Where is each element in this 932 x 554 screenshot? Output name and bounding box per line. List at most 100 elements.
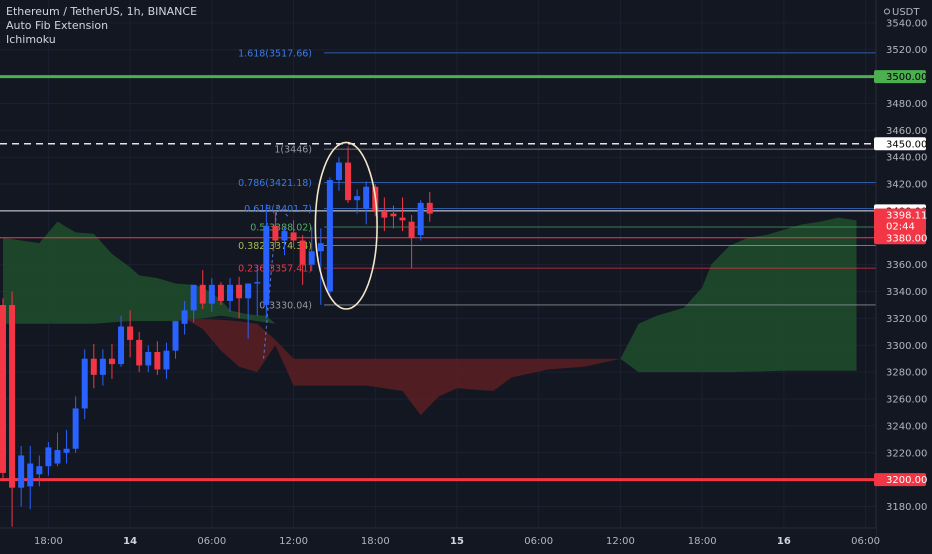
candle-body [108,358,115,365]
candle [199,270,206,310]
candle-body [136,339,143,366]
highlight-ellipse [314,141,378,310]
time-tick-label: 15 [450,536,464,547]
level-tag-text: 3200.00 [886,475,927,486]
candle-body [163,350,170,370]
ichimoku-cloud-bearish [184,318,621,416]
candle [308,227,315,272]
time-tick-label: 12:00 [606,536,635,547]
price-tick-label: 3520.00 [886,45,927,56]
time-tick-label: 18:00 [34,536,63,547]
candle [272,212,279,248]
price-tick-label: 3260.00 [886,395,927,406]
candle [399,197,406,232]
price-tick-label: 3440.00 [886,153,927,164]
candle-body [326,180,333,292]
price-tick-label: 3180.00 [886,502,927,513]
fib-level-label: 1.618(3517.66) [238,48,312,59]
candle-body [63,448,70,453]
candle [390,205,397,229]
candle-body [272,225,279,241]
candle [263,204,270,319]
candle [0,298,6,480]
candle-body [381,210,388,218]
candle-body [345,162,352,201]
candle [254,264,261,316]
price-tick-label: 3220.00 [886,448,927,459]
indicator-auto-fib[interactable]: Auto Fib Extension [6,19,109,32]
candles [0,146,433,527]
candle-body [363,186,370,209]
ichimoku-cloud-bullish [3,221,276,324]
candle-body [45,447,52,467]
candle-body [399,217,406,221]
candle-body [335,162,342,181]
candle-body [9,304,16,488]
candle-body [426,202,433,214]
candle [281,227,288,256]
bell-icon [884,8,890,15]
time-tick-label: 18:00 [688,536,717,547]
time-tick-label: 06:00 [197,536,226,547]
candle [27,446,34,510]
candle-body [308,251,315,265]
fib-level-label: 0(3330.04) [259,300,312,311]
level-tag-text: 3500.00 [886,72,927,83]
candle [236,276,243,319]
candle-body [417,202,424,236]
candle-body [181,310,188,324]
candle [217,282,224,305]
time-tick-label: 06:00 [851,536,880,547]
candle [108,343,115,379]
price-tick-label: 3360.00 [886,260,927,271]
candle [181,300,188,335]
candle [99,349,106,386]
candle-body [81,358,88,409]
price-tick-label: 3320.00 [886,314,927,325]
candle-body [245,283,252,299]
candle [154,341,161,375]
candle-body [145,352,152,366]
time-axis [0,528,876,550]
candle-body [172,321,179,351]
candle-body [290,232,297,241]
time-tick-label: 12:00 [279,536,308,547]
price-tick-label: 3280.00 [886,368,927,379]
candle [54,432,61,467]
candle [9,291,16,527]
level-tag [874,231,926,245]
candle-body [18,455,25,488]
price-tick-label: 3240.00 [886,421,927,432]
candle-body [208,284,215,304]
candle [118,315,125,367]
indicator-ichimoku[interactable]: Ichimoku [6,33,56,46]
candle [381,197,388,232]
price-axis [876,0,932,550]
chart-legend: Ethereum / TetherUS, 1h, BINANCE Auto Fi… [6,5,197,47]
currency-label: USDT [892,7,920,18]
candle-body [54,450,61,464]
candle-body [27,463,34,487]
candle-body [72,408,79,449]
fib-level-label: 1(3446) [274,145,312,156]
time-tick-label: 16 [777,536,791,547]
candle-body [390,213,397,217]
candle-body [254,282,261,284]
candle [417,200,424,241]
price-tick-label: 3420.00 [886,180,927,191]
level-tag-text: 3450.00 [886,139,927,150]
fib-level-label: 0.236(3357.41) [238,264,312,275]
candle [335,157,342,191]
countdown-text: 02:44 [886,221,915,232]
candle [18,446,25,507]
level-tag-text: 3380.00 [886,233,927,244]
candle-body [127,326,134,340]
price-tick-label: 3480.00 [886,99,927,110]
candle [299,235,306,285]
price-tick-label: 3340.00 [886,287,927,298]
candle-body [217,284,224,301]
candle [227,278,233,312]
candle-body [154,352,161,370]
